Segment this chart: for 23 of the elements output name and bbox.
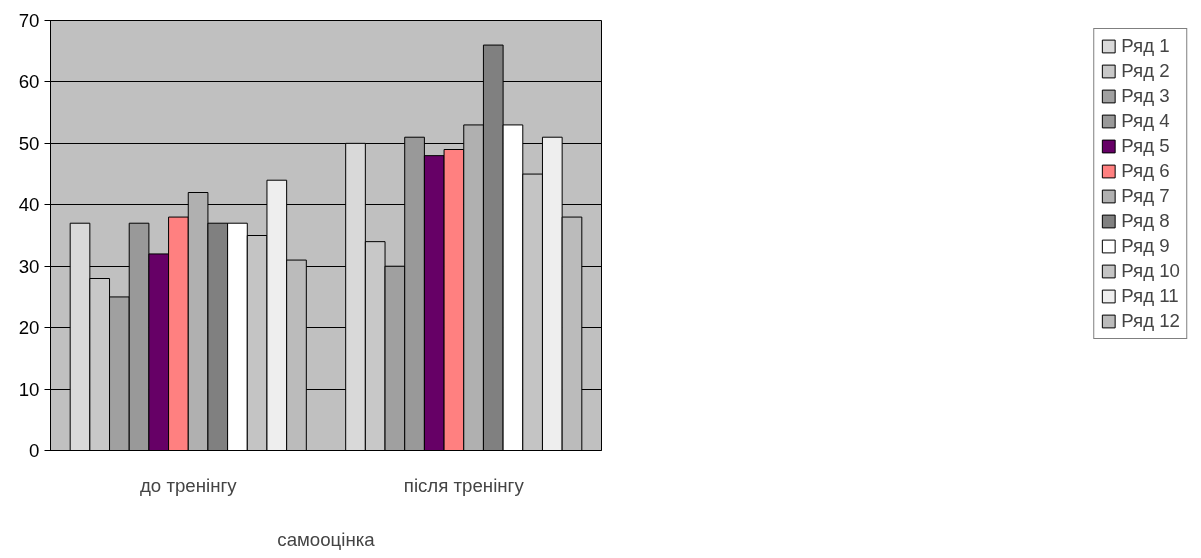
legend-label: Ряд 2 <box>1121 60 1170 82</box>
legend-label: Ряд 11 <box>1121 285 1179 307</box>
legend-label: Ряд 9 <box>1121 235 1170 257</box>
y-tick-label: 40 <box>18 194 40 216</box>
legend-label: Ряд 6 <box>1121 160 1170 182</box>
legend-label: Ряд 1 <box>1121 35 1170 57</box>
y-tick-label: 0 <box>29 440 40 461</box>
x-tick-label: до тренінгу <box>139 474 238 496</box>
legend-label: Ряд 12 <box>1121 310 1180 332</box>
legend-label: Ряд 3 <box>1121 85 1170 107</box>
x-tick-label: після тренінгу <box>403 474 525 496</box>
y-tick-label: 70 <box>18 10 40 31</box>
y-tick-label: 50 <box>18 132 40 154</box>
y-tick-label: 60 <box>18 71 40 93</box>
legend-label: Ряд 5 <box>1121 135 1170 157</box>
y-tick-label: 30 <box>18 255 40 277</box>
y-tick-label: 10 <box>18 378 40 400</box>
legend-label: Ряд 10 <box>1121 260 1180 282</box>
legend-label: Ряд 8 <box>1121 210 1170 232</box>
y-tick-label: 20 <box>18 317 40 339</box>
x-axis-title: самооцінка <box>277 528 376 550</box>
legend-label: Ряд 4 <box>1121 110 1170 132</box>
legend-label: Ряд 7 <box>1121 185 1170 207</box>
